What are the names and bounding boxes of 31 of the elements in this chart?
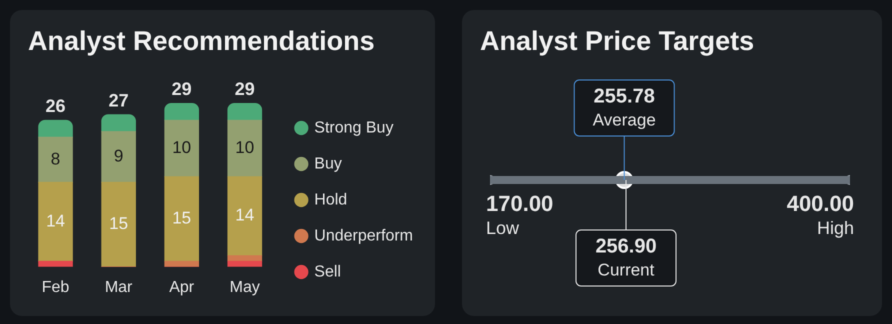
category-label: Current [598, 260, 655, 280]
data-label: 10 [172, 138, 192, 158]
legend-label: Underperform [314, 227, 413, 244]
legend-label: Sell [314, 263, 341, 280]
data-label: 8 [50, 149, 60, 168]
data-label: 170.00 [486, 191, 554, 216]
total-label: 27 [108, 90, 129, 111]
category-label: Average [592, 110, 656, 130]
data-label: 15 [109, 214, 128, 234]
text: Analyst Price Targets [480, 26, 754, 57]
data-label: 400.00 [786, 191, 854, 216]
chart-title: Analyst Recommendations [28, 26, 375, 57]
x-tick-label: Feb [42, 278, 70, 296]
total-label: 26 [46, 96, 66, 116]
data-label: 10 [235, 138, 254, 158]
data-label: 256.90 [595, 236, 657, 258]
total-label: 29 [234, 79, 255, 100]
x-tick-label: Mar [104, 278, 134, 296]
x-tick-label: May [230, 278, 260, 296]
legend-label: Strong Buy [314, 119, 394, 136]
x-tick-label: Apr [169, 278, 195, 296]
data-label: 9 [114, 146, 124, 166]
data-label: 15 [172, 208, 192, 228]
data-label: 255.78 [594, 86, 655, 108]
legend-label: Hold [314, 191, 348, 208]
total-label: 29 [172, 79, 192, 100]
legend-label: Buy [314, 155, 342, 172]
data-label: 14 [235, 206, 254, 225]
category-label: Low [486, 218, 520, 238]
data-label: 14 [46, 211, 65, 230]
category-label: High [816, 218, 854, 238]
